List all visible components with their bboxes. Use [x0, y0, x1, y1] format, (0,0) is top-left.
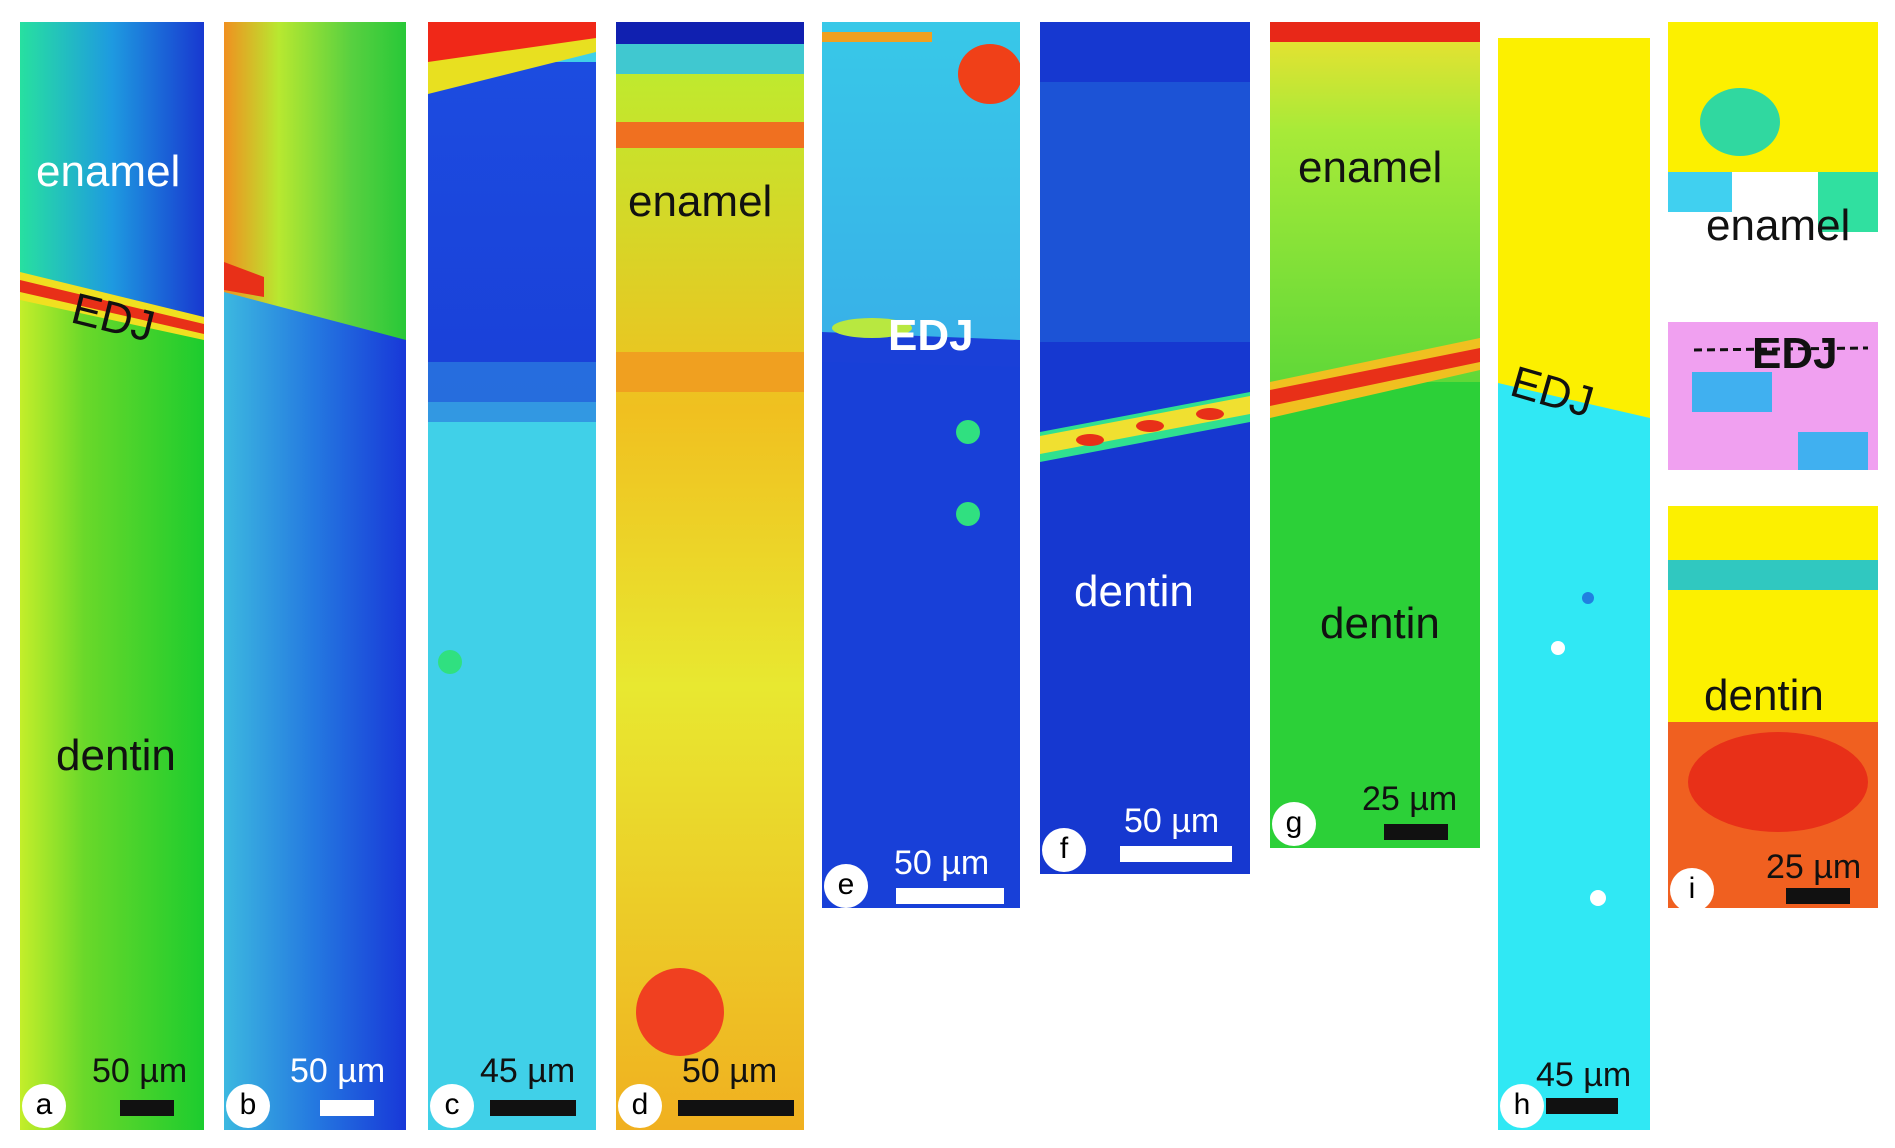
panel-a-dentin-label: dentin — [56, 731, 176, 780]
panel-f: dentin 50 µm f — [1040, 22, 1250, 874]
panel-i-scale-text: 25 µm — [1766, 848, 1862, 886]
panel-e-scale-bar — [896, 888, 1004, 904]
panel-g: enamel dentin 25 µm g — [1270, 22, 1480, 848]
panel-i: enamel EDJ dentin 25 µm i — [1668, 22, 1878, 908]
panel-i-scale-bar — [1786, 888, 1850, 904]
panel-i-badge: i — [1670, 868, 1714, 908]
panel-a: enamel EDJ dentin 50 µm a — [20, 22, 204, 1130]
panel-d-map — [616, 22, 804, 1130]
panel-c-map — [428, 22, 596, 1130]
panel-i-dentin-label: dentin — [1704, 671, 1824, 720]
panel-c: 45 µm c — [428, 22, 596, 1130]
panel-c-badge: c — [430, 1084, 474, 1128]
panel-a-map — [20, 22, 204, 1130]
panel-f-badge: f — [1042, 828, 1086, 872]
panel-d-scale-bar — [678, 1100, 794, 1116]
panel-a-badge: a — [22, 1084, 66, 1128]
panel-f-dentin-label: dentin — [1074, 567, 1194, 616]
panel-a-scale-bar — [120, 1100, 174, 1116]
panel-e-edj-label: EDJ — [888, 311, 974, 360]
panel-h-map — [1498, 38, 1650, 1130]
panel-e-map — [822, 22, 1020, 908]
panel-d-enamel-label: enamel — [628, 177, 773, 226]
panel-i-edj-label: EDJ — [1752, 329, 1838, 378]
panel-g-map — [1270, 22, 1480, 848]
panel-h: EDJ 45 µm h — [1498, 38, 1650, 1130]
panel-g-scale-text: 25 µm — [1362, 780, 1458, 818]
panel-d-badge: d — [618, 1084, 662, 1128]
panel-g-dentin-label: dentin — [1320, 599, 1440, 648]
panel-h-badge: h — [1500, 1084, 1544, 1128]
panel-c-scale-bar — [490, 1100, 576, 1116]
panel-g-enamel-label: enamel — [1298, 143, 1443, 192]
panel-b-badge: b — [226, 1084, 270, 1128]
panel-h-scale-bar — [1546, 1098, 1618, 1114]
panel-e-scale-text: 50 µm — [894, 844, 990, 882]
panel-b-map — [224, 22, 406, 1130]
panel-a-scale-text: 50 µm — [92, 1052, 188, 1090]
panel-f-map — [1040, 22, 1250, 874]
panel-e-badge: e — [824, 864, 868, 908]
panel-h-scale-text: 45 µm — [1536, 1056, 1632, 1094]
panel-i-map — [1668, 22, 1878, 908]
panel-i-enamel-label: enamel — [1706, 201, 1851, 250]
panel-f-scale-bar — [1120, 846, 1232, 862]
panel-d: enamel 50 µm d — [616, 22, 804, 1130]
panel-b-scale-text: 50 µm — [290, 1052, 386, 1090]
panel-d-scale-text: 50 µm — [682, 1052, 778, 1090]
panel-f-scale-text: 50 µm — [1124, 802, 1220, 840]
panel-b: 50 µm b — [224, 22, 406, 1130]
panel-a-enamel-label: enamel — [36, 147, 181, 196]
panel-g-badge: g — [1272, 802, 1316, 846]
panel-g-scale-bar — [1384, 824, 1448, 840]
panel-b-scale-bar — [320, 1100, 374, 1116]
panel-c-scale-text: 45 µm — [480, 1052, 576, 1090]
panel-e: EDJ 50 µm e — [822, 22, 1020, 908]
